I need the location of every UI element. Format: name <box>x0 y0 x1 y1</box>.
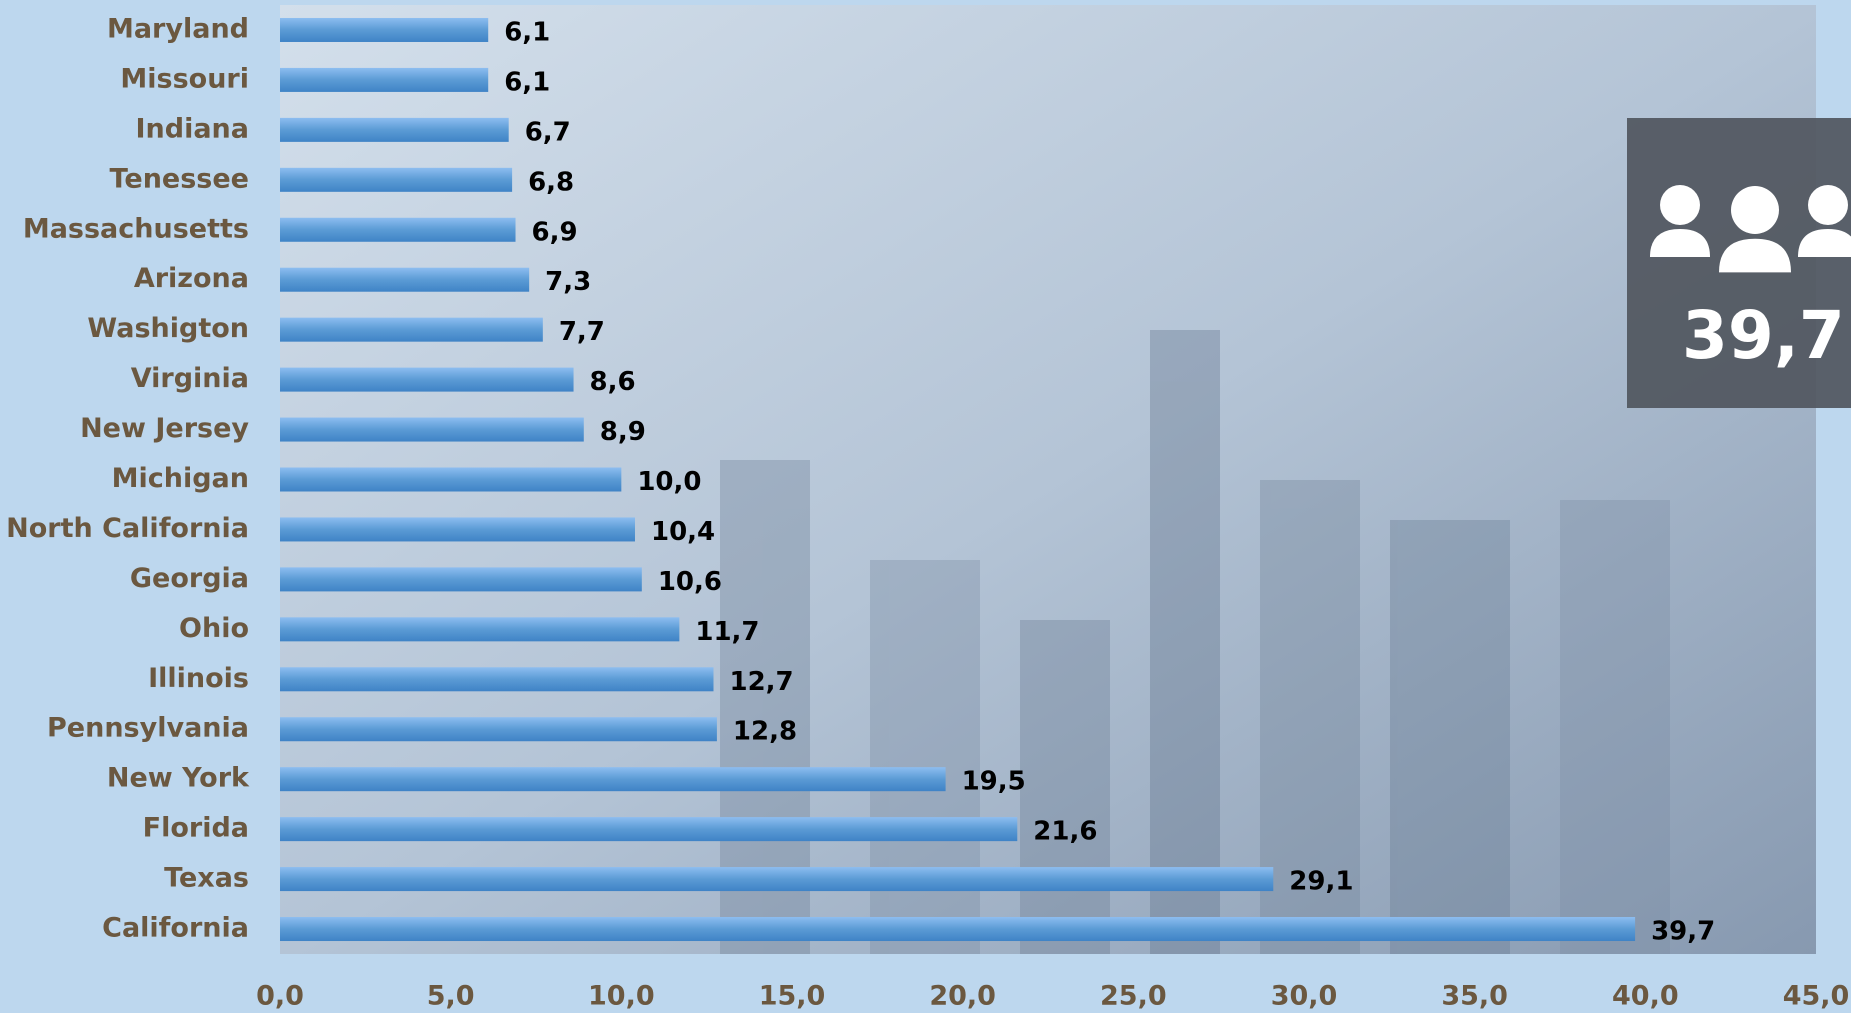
y-tick-label: New Jersey <box>80 413 249 444</box>
data-label: 12,7 <box>729 667 793 697</box>
x-tick-label: 40,0 <box>1612 981 1679 1012</box>
bar <box>280 567 642 592</box>
bar <box>280 417 584 442</box>
y-tick-label: Michigan <box>112 463 249 494</box>
data-label: 6,8 <box>528 167 574 197</box>
bar <box>280 67 489 92</box>
data-label: 10,4 <box>651 517 715 547</box>
data-label: 10,0 <box>637 467 701 497</box>
y-tick-label: Pennsylvania <box>47 713 249 744</box>
bar <box>280 867 1274 892</box>
y-tick-label: Ohio <box>179 613 249 644</box>
data-label: 12,8 <box>733 717 797 747</box>
y-tick-label: North California <box>6 513 249 544</box>
x-tick-label: 20,0 <box>929 981 996 1012</box>
x-tick-label: 0,0 <box>256 981 304 1012</box>
data-label: 29,1 <box>1289 867 1353 897</box>
data-label: 6,7 <box>525 117 571 147</box>
bar <box>280 267 530 292</box>
background-image <box>720 330 1670 954</box>
y-tick-label: Illinois <box>148 663 249 694</box>
y-tick-label: Georgia <box>130 563 249 594</box>
bar <box>280 817 1018 842</box>
data-label: 19,5 <box>962 767 1026 797</box>
data-label: 7,7 <box>559 317 605 347</box>
bar <box>280 767 946 792</box>
x-tick-label: 10,0 <box>588 981 655 1012</box>
data-label: 21,6 <box>1033 817 1097 847</box>
icon-head <box>1808 185 1848 225</box>
x-tick-label: 25,0 <box>1100 981 1167 1012</box>
icon-head <box>1660 185 1700 225</box>
bar <box>280 167 513 192</box>
data-label: 7,3 <box>545 267 591 297</box>
bar <box>280 317 543 342</box>
y-tick-label: California <box>102 913 249 944</box>
bar <box>280 917 1636 942</box>
bar <box>280 667 714 692</box>
bar <box>280 117 509 142</box>
icon-body <box>1719 238 1791 273</box>
y-tick-label: Tenessee <box>110 163 249 194</box>
bar <box>280 217 516 242</box>
data-label: 8,9 <box>600 417 646 447</box>
y-tick-label: Washigton <box>87 313 249 344</box>
bar <box>280 467 622 492</box>
data-label: 39,7 <box>1651 917 1715 947</box>
data-label: 11,7 <box>695 617 759 647</box>
card-value: 39,7 <box>1682 297 1845 374</box>
bar <box>280 17 489 42</box>
y-tick-label: New York <box>107 763 250 794</box>
bar <box>280 717 717 742</box>
kpi-card: 39,7 <box>1627 118 1851 408</box>
icon-body <box>1650 229 1710 257</box>
y-tick-label: Arizona <box>134 263 249 294</box>
bar <box>280 367 574 392</box>
data-label: 10,6 <box>658 567 722 597</box>
bar <box>280 517 635 542</box>
data-label: 6,9 <box>532 217 578 247</box>
y-tick-label: Indiana <box>135 113 249 144</box>
y-tick-label: Texas <box>164 863 249 894</box>
data-label: 6,1 <box>504 67 550 97</box>
y-tick-label: Maryland <box>107 13 249 44</box>
data-label: 6,1 <box>504 17 550 47</box>
y-tick-label: Florida <box>143 813 249 844</box>
x-tick-label: 5,0 <box>427 981 475 1012</box>
y-tick-label: Virginia <box>131 363 249 394</box>
y-tick-label: Massachusetts <box>23 213 249 244</box>
x-tick-label: 30,0 <box>1271 981 1338 1012</box>
bar <box>280 617 680 642</box>
y-tick-label: Missouri <box>120 63 249 94</box>
x-tick-label: 15,0 <box>759 981 826 1012</box>
people-icon <box>1650 185 1851 273</box>
icon-body <box>1798 229 1851 257</box>
icon-head <box>1731 186 1779 234</box>
data-label: 8,6 <box>590 367 636 397</box>
x-tick-label: 45,0 <box>1783 981 1850 1012</box>
x-tick-label: 35,0 <box>1441 981 1508 1012</box>
